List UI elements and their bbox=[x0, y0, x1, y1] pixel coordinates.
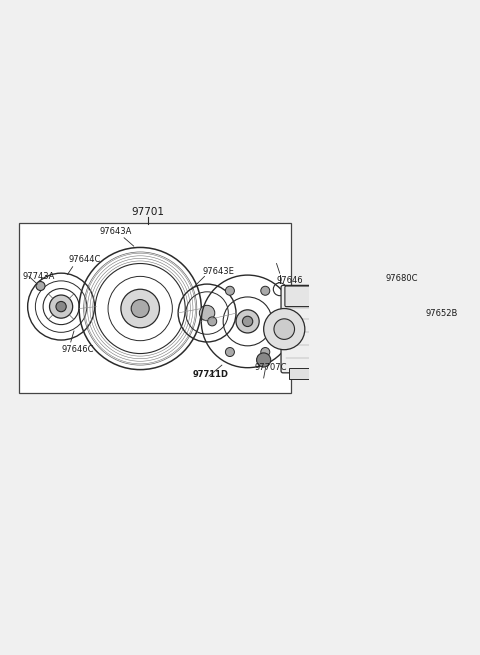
Circle shape bbox=[274, 319, 295, 339]
Bar bbox=[289, 367, 309, 379]
Circle shape bbox=[199, 305, 215, 321]
Text: 97646: 97646 bbox=[276, 276, 303, 286]
Circle shape bbox=[121, 290, 159, 328]
Text: 97643A: 97643A bbox=[100, 227, 132, 236]
Circle shape bbox=[56, 301, 66, 312]
Circle shape bbox=[226, 286, 234, 295]
Text: 97652B: 97652B bbox=[426, 309, 458, 318]
Circle shape bbox=[236, 310, 259, 333]
Circle shape bbox=[278, 317, 288, 326]
Circle shape bbox=[49, 295, 72, 318]
Circle shape bbox=[226, 348, 234, 356]
Circle shape bbox=[131, 299, 149, 318]
Bar bbox=[370, 367, 389, 379]
Circle shape bbox=[264, 309, 305, 350]
Text: 97701: 97701 bbox=[132, 207, 165, 217]
Text: 97707C: 97707C bbox=[254, 363, 287, 372]
Text: 97743A: 97743A bbox=[23, 272, 55, 281]
Circle shape bbox=[257, 353, 271, 367]
Text: 97646C: 97646C bbox=[61, 345, 94, 354]
Text: 97643E: 97643E bbox=[203, 267, 234, 276]
Circle shape bbox=[36, 282, 45, 291]
Text: 97644C: 97644C bbox=[69, 255, 101, 264]
Circle shape bbox=[261, 348, 270, 356]
Polygon shape bbox=[391, 307, 411, 318]
Circle shape bbox=[208, 317, 217, 326]
Text: 97711D: 97711D bbox=[193, 369, 229, 379]
FancyBboxPatch shape bbox=[281, 286, 394, 373]
Bar bbox=[19, 223, 291, 394]
Circle shape bbox=[403, 296, 408, 301]
FancyBboxPatch shape bbox=[285, 286, 381, 307]
FancyBboxPatch shape bbox=[389, 302, 406, 369]
Circle shape bbox=[242, 316, 253, 327]
Text: 97680C: 97680C bbox=[386, 274, 419, 284]
Circle shape bbox=[261, 286, 270, 295]
